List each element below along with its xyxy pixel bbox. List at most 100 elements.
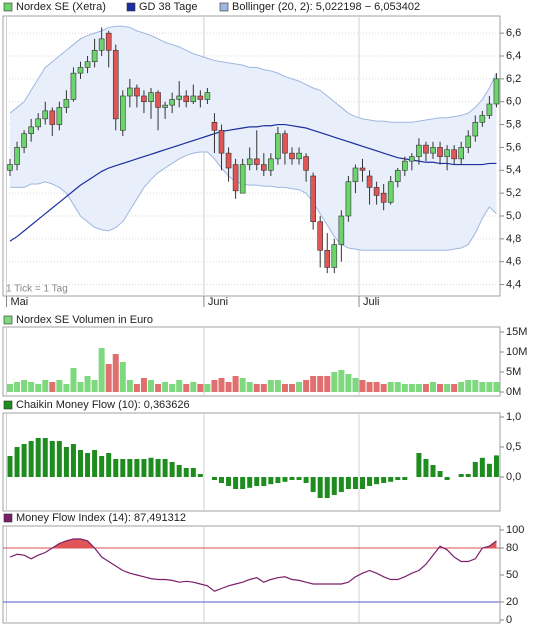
legend-swatch [3,315,13,325]
volume-bar [21,380,28,392]
cmf-bar [56,441,62,477]
volume-bar [204,384,211,392]
candle-body [479,115,486,123]
cmf-bar [345,477,351,489]
cmf-bar [296,477,302,480]
legend-swatch [3,400,13,410]
volume-bar [289,384,295,392]
candle-body [127,87,133,97]
candle-body [310,175,316,223]
candle-body [296,152,302,160]
volume-bar [56,380,63,392]
mfi-line [9,538,497,592]
cmf-bar [49,441,55,477]
legend-swatch [126,2,136,12]
bollinger-upper [9,25,497,123]
volume-bar [77,382,84,392]
candle-body [91,49,98,63]
cmf-bar [176,465,182,477]
bollinger-lower [10,151,497,251]
candle-body [289,152,295,160]
volume-bar [176,380,183,392]
legend-label: Nordex SE (Xetra) [16,1,106,13]
cmf-bar [197,474,203,477]
legend-swatch [219,2,229,12]
volume-bar [84,376,91,392]
candle-body [253,158,260,165]
cmf-bar [493,455,499,477]
candle-body [42,110,49,120]
volume-bar [105,364,112,392]
candle-body [70,72,77,100]
cmf-bar [211,477,217,480]
panel-title: Nordex SE Volumen in Euro [16,314,153,326]
volume-bar [324,376,331,392]
candle-body [260,164,267,171]
volume-bar [373,382,380,392]
y-tick-label: 5,6 [506,141,521,153]
candle-body [155,92,161,108]
cmf-bar [310,477,316,492]
y-tick-label: 0 [506,614,512,626]
cmf-bar [282,477,288,482]
candle-body [197,95,204,100]
mfi-overbought-fill [10,539,497,548]
cmf-bar [437,471,443,477]
candle-body [359,167,366,171]
cmf-bar [219,477,224,483]
cmf-bar [183,468,189,477]
volume-bar [162,382,169,392]
cmf-bar [233,477,239,489]
y-tick-label: 5M [506,366,521,378]
volume-bar [444,384,451,392]
legend-swatch [3,513,13,523]
cmf-bar [317,477,323,498]
y-tick-label: 4,8 [506,233,521,245]
volume-bar [408,384,415,392]
candle-body [204,92,211,100]
candle-body [373,187,380,196]
cmf-bar [169,462,175,477]
y-tick-label: 15M [506,326,527,338]
cmf-bar [486,463,492,477]
cmf-bar [35,438,41,477]
cmf-bar [240,477,246,489]
y-tick-label: 0,0 [506,471,521,483]
candle-body [28,126,34,135]
volume-bar [112,354,119,392]
volume-bar [437,384,444,392]
cmf-bar [162,459,168,477]
cmf-bar [92,450,98,477]
panel-title: Money Flow Index (14): 87,491312 [16,512,186,524]
cmf-bar [324,477,330,498]
candle-body [401,160,408,171]
cmf-bar [78,450,83,477]
candle-body [338,215,345,245]
cmf-bar [70,444,76,477]
candle-body [148,92,154,103]
volume-bar [183,384,190,392]
cmf-bar [7,456,13,477]
volume-bar [70,368,77,392]
volume-bar [190,382,197,392]
volume-bar [331,372,338,392]
candle-body [437,147,443,157]
moving-average [9,123,497,242]
volume-bar [42,380,49,392]
candle-body [275,133,281,160]
volume-bar [253,384,260,392]
volume-bar [401,384,408,392]
candle-body [458,147,465,160]
candle-body [451,149,457,160]
cmf-bar [247,477,253,488]
y-tick-label: 6,2 [506,73,521,85]
candle-body [366,175,373,188]
candle-body [394,169,401,183]
candle-body [176,95,182,100]
cmf-bar [85,453,91,477]
cmf-bar [338,477,344,492]
candle-body [7,164,13,171]
legend-label: GD 38 Tage [139,1,198,13]
volume-bar [472,380,479,392]
